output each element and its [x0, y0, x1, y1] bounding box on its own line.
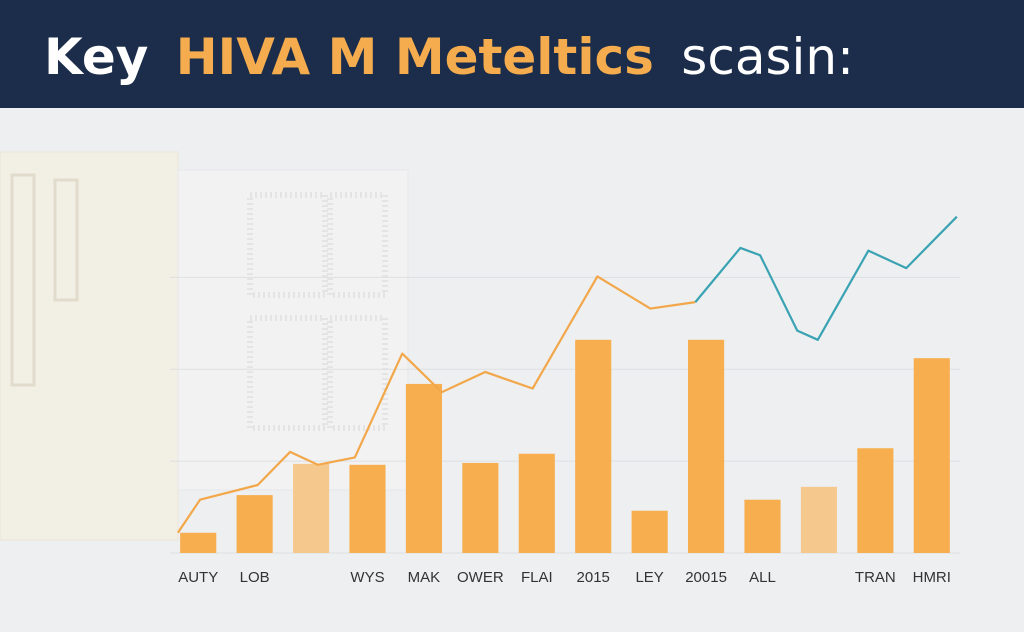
ac-vent [327, 315, 388, 431]
bar [688, 339, 725, 553]
line [176, 275, 696, 534]
x-tick-label: ALL [749, 569, 776, 586]
header-bar [0, 0, 1024, 108]
ac-unit [177, 169, 409, 491]
x-tick-label: LEY [635, 569, 663, 586]
title-part: HIVA M Meteltics [176, 28, 654, 86]
x-tick-label: AUTY [178, 569, 218, 586]
bar [462, 462, 499, 553]
x-tick-label: WYS [350, 569, 384, 586]
x-tick-label: 2015 [577, 569, 610, 586]
x-tick-label: LOB [240, 569, 270, 586]
bar [800, 486, 837, 553]
bar [913, 358, 950, 553]
fridge-handle [10, 173, 36, 387]
bar [349, 464, 386, 553]
bar [575, 339, 612, 553]
x-tick-label: 20015 [685, 569, 727, 586]
bar [518, 453, 555, 553]
x-tick-label: TRAN [855, 569, 896, 586]
x-tick-label: MAK [408, 569, 441, 586]
x-tick-label: HMRI [913, 569, 951, 586]
ac-vent [247, 192, 328, 298]
line [694, 215, 958, 341]
ac-vent [247, 315, 328, 431]
bar [405, 383, 442, 553]
bar [293, 463, 330, 553]
fridge-handle [53, 178, 79, 302]
bar [631, 510, 668, 553]
fridge [0, 151, 179, 541]
bar [180, 532, 217, 553]
title-part: Key [44, 28, 148, 86]
ac-vent [327, 192, 388, 298]
bar [236, 495, 273, 553]
bar [857, 448, 894, 553]
x-tick-label: OWER [457, 569, 504, 586]
title-part: scasin: [681, 28, 854, 86]
title: Key HIVA M Meteltics scasin: [44, 28, 854, 86]
bar [744, 499, 781, 553]
x-tick-label: FLAI [521, 569, 553, 586]
background-illustration [0, 151, 409, 541]
